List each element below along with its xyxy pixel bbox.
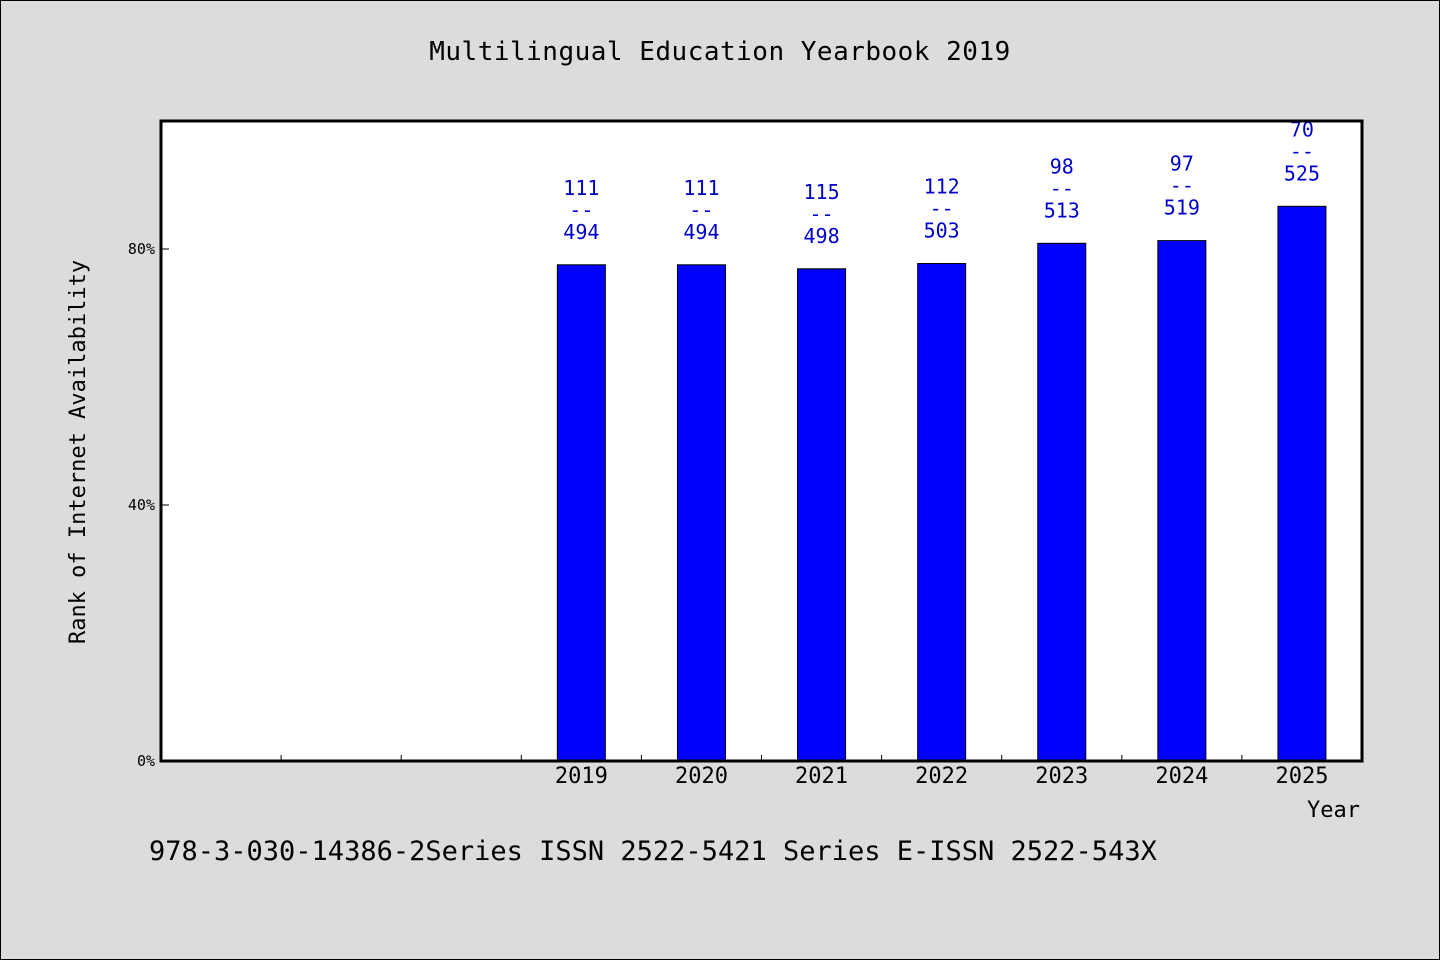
x-tick-label-2019: 2019	[555, 764, 608, 789]
data-label-2023-bottom: 513	[1044, 198, 1080, 222]
data-labels: 111--494111--494115--498112--50398--5139…	[563, 117, 1320, 247]
data-label-2019-bottom: 494	[563, 220, 599, 244]
x-tick-label-2023: 2023	[1035, 764, 1088, 789]
x-tick-label-2021: 2021	[795, 764, 848, 789]
data-label-2022-top: 112	[924, 175, 960, 199]
data-label-2024-bottom: 519	[1164, 196, 1200, 220]
x-axis-label: Year	[1307, 798, 1360, 823]
data-label-2020-sep: --	[689, 198, 713, 222]
data-label-2019-sep: --	[569, 198, 593, 222]
data-label-2024-top: 97	[1170, 152, 1194, 176]
data-label-2020-bottom: 494	[683, 220, 719, 244]
footer-note: 978-3-030-14386-2Series ISSN 2522-5421 S…	[149, 836, 1157, 867]
x-tick-label-2025: 2025	[1275, 764, 1328, 789]
data-label-2023-sep: --	[1050, 176, 1074, 200]
y-tick-label: 40%	[128, 496, 155, 514]
data-label-2021-sep: --	[810, 202, 834, 226]
bar-2022	[917, 263, 967, 762]
bar-2021	[797, 268, 847, 762]
chart-title: Multilingual Education Yearbook 2019	[429, 37, 1011, 67]
data-label-2021-top: 115	[803, 180, 839, 204]
data-label-2025-bottom: 525	[1284, 161, 1320, 185]
y-axis-label: Rank of Internet Availability	[66, 260, 91, 644]
x-tick-label-2022: 2022	[915, 764, 968, 789]
data-label-2024-sep: --	[1170, 174, 1194, 198]
bar-2023	[1037, 242, 1087, 762]
data-label-2021-bottom: 498	[803, 224, 839, 248]
data-label-2023-top: 98	[1050, 154, 1074, 178]
y-tick-label: 0%	[137, 752, 155, 770]
x-axis-ticks: 2019 2020 2021 2022 2023 2024 2025	[280, 755, 1328, 789]
y-axis-ticks: 0% 40% 80%	[128, 240, 169, 770]
data-label-2019-top: 111	[563, 176, 599, 200]
plot-frame	[159, 119, 1364, 763]
x-tick-label-2024: 2024	[1155, 764, 1208, 789]
x-tick-label-2020: 2020	[675, 764, 728, 789]
y-tick-label: 80%	[128, 240, 155, 258]
bar-2019	[556, 264, 606, 762]
bar-2024	[1157, 240, 1207, 762]
bar-2025	[1277, 205, 1327, 762]
data-label-2022-bottom: 503	[924, 219, 960, 243]
bars	[556, 205, 1327, 762]
bar-2020	[676, 264, 726, 762]
data-label-2020-top: 111	[683, 176, 719, 200]
data-label-2022-sep: --	[930, 197, 954, 221]
data-label-2025-sep: --	[1290, 139, 1314, 163]
